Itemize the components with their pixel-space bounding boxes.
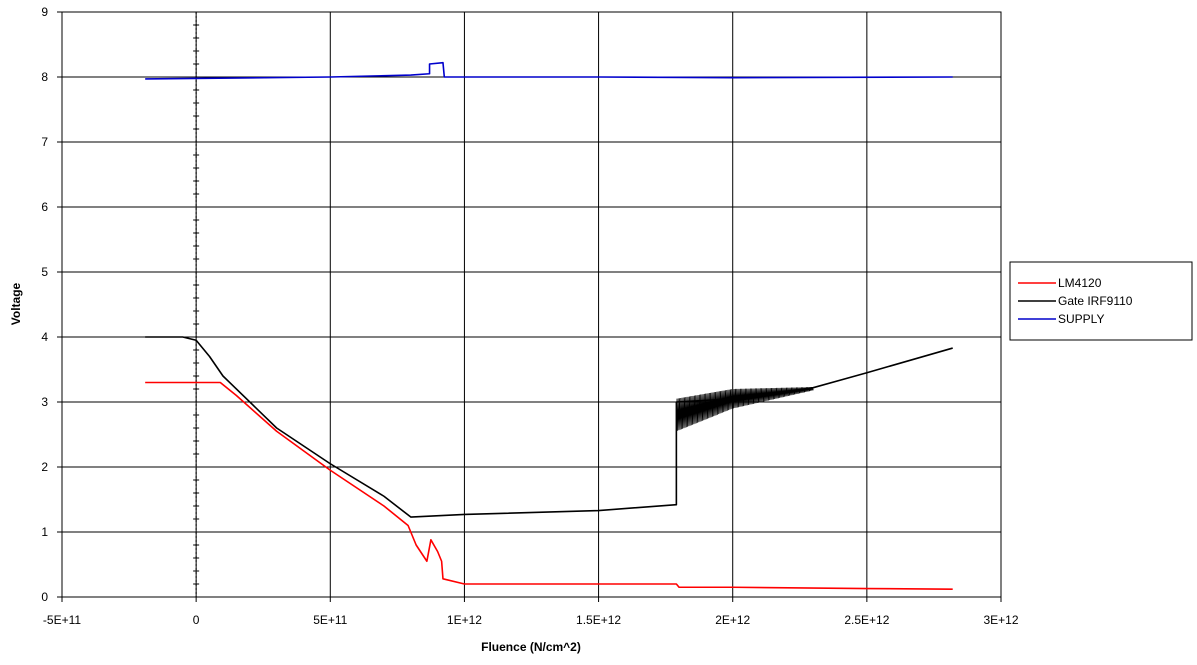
y-tick-label: 6: [41, 200, 48, 214]
legend-entry-gate-irf9110: Gate IRF9110: [1018, 294, 1133, 308]
x-axis-title: Fluence (N/cm^2): [481, 640, 581, 654]
y-tick-label: 4: [41, 330, 48, 344]
y-tick-label: 8: [41, 70, 48, 84]
x-axis-tick-labels: -5E+11 0 5E+11 1E+12 1.5E+12 2E+12 2.5E+12 3E+1…: [43, 597, 1019, 627]
y-axis-minor-ticks: [193, 11, 200, 598]
y-tick-label: 2: [41, 460, 48, 474]
series-lines: [145, 61, 953, 590]
y-axis-title: Voltage: [9, 282, 23, 325]
x-tick-label: 1E+12: [447, 613, 482, 627]
x-tick-label: 2.5E+12: [844, 613, 889, 627]
x-tick-label: -5E+11: [43, 613, 81, 627]
y-tick-label: 0: [41, 590, 48, 604]
legend: LM4120 Gate IRF9110 SUPPLY: [1009, 261, 1193, 341]
plot-area-border: [61, 11, 1002, 598]
legend-label-lm4120: LM4120: [1058, 276, 1102, 290]
y-axis-tick-labels: 0 1 2 3 4 5 6 7 8 9: [41, 5, 62, 604]
series-supply: [145, 61, 953, 80]
x-tick-label: 1.5E+12: [576, 613, 621, 627]
legend-entry-lm4120: LM4120: [1018, 276, 1102, 290]
y-tick-label: 9: [41, 5, 48, 19]
y-tick-label: 3: [41, 395, 48, 409]
legend-label-gate-irf9110: Gate IRF9110: [1058, 294, 1133, 308]
y-tick-label: 7: [41, 135, 48, 149]
x-tick-label: 3E+12: [983, 613, 1018, 627]
x-tick-label: 5E+11: [313, 613, 347, 627]
series-line: [145, 61, 953, 80]
y-tick-label: 5: [41, 265, 48, 279]
x-tick-label: 0: [193, 613, 200, 627]
y-tick-label: 1: [41, 525, 48, 539]
series-line: [145, 336, 953, 518]
series-lm4120: [145, 381, 953, 590]
legend-entry-supply: SUPPLY: [1018, 312, 1104, 326]
legend-label-supply: SUPPLY: [1058, 312, 1104, 326]
series-gate-irf9110: [145, 336, 953, 518]
x-tick-label: 2E+12: [715, 613, 750, 627]
series-line: [145, 381, 953, 590]
